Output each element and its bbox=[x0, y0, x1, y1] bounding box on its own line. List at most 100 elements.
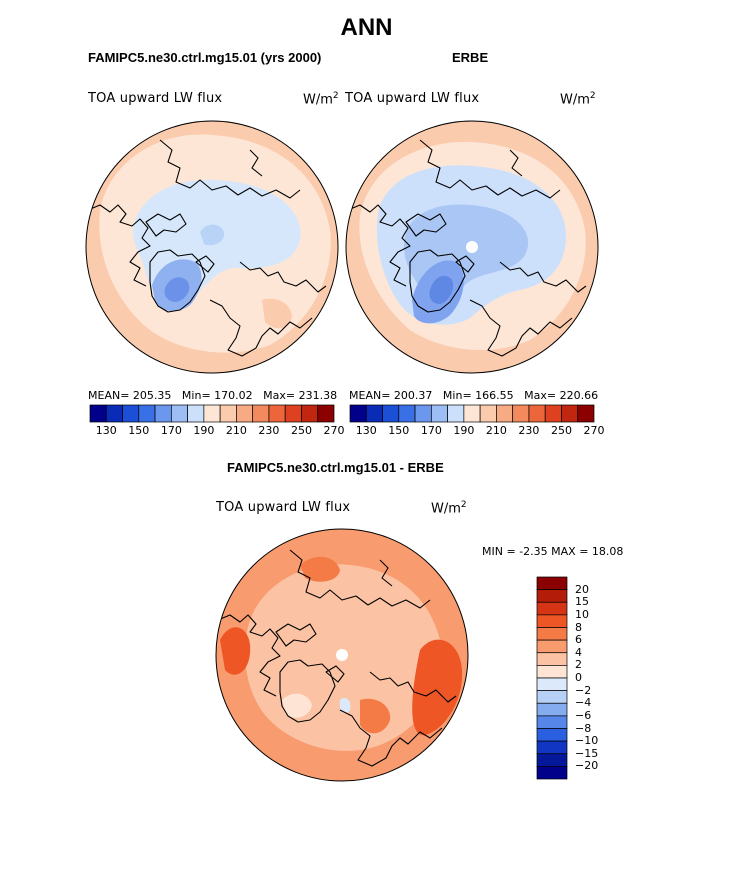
obs-colorbar-tick: 130 bbox=[355, 424, 377, 437]
obs-stats: MEAN= 200.37 Min= 166.55 Max= 220.66 bbox=[349, 389, 599, 402]
diff-colorbar-box bbox=[536, 639, 568, 654]
model-colorbar-box bbox=[187, 404, 205, 423]
diff-map bbox=[216, 529, 468, 781]
diff-region-warm-4 bbox=[360, 698, 391, 734]
diff-colorbar-box bbox=[536, 614, 568, 628]
diff-colorbar-tick: 15 bbox=[575, 595, 589, 609]
model-colorbar-box bbox=[170, 404, 188, 423]
diff-region-warm-2 bbox=[412, 639, 463, 736]
obs-colorbar-box bbox=[479, 404, 497, 423]
diff-colorbar-tick: −2 bbox=[575, 683, 592, 697]
model-colorbar-box bbox=[105, 404, 123, 423]
diff-colorbar-box bbox=[536, 766, 568, 780]
obs-colorbar-box bbox=[463, 404, 481, 423]
diff-units: W/m2 bbox=[431, 500, 467, 517]
diff-colorbar-box bbox=[536, 601, 568, 616]
obs-colorbar-tick: 250 bbox=[550, 424, 572, 437]
diff-region-warm-3 bbox=[300, 556, 340, 582]
model-colorbar-tick: 150 bbox=[128, 424, 150, 437]
obs-colorbar-tick: 150 bbox=[388, 424, 410, 437]
diff-colorbar-box bbox=[536, 690, 568, 704]
diff-colorbar-box bbox=[536, 665, 568, 679]
diff-colorbar-tick: 10 bbox=[575, 607, 589, 621]
model-colorbar-tick: 230 bbox=[258, 424, 280, 437]
model-colorbar-box bbox=[236, 404, 254, 423]
diff-colorbar-tick: −20 bbox=[575, 759, 599, 773]
obs-variable-label: TOA upward LW flux bbox=[345, 91, 480, 106]
obs-colorbar-box bbox=[447, 404, 465, 423]
model-map bbox=[86, 121, 338, 373]
diff-region-near-zero bbox=[282, 693, 312, 718]
diff-colorbar-tick: −15 bbox=[575, 746, 599, 760]
obs-case-title: ERBE bbox=[452, 50, 489, 65]
page-title: ANN bbox=[340, 14, 393, 41]
obs-colorbar-box bbox=[496, 404, 514, 423]
obs-colorbar-box bbox=[430, 404, 448, 423]
diff-colorbar-tick: 2 bbox=[575, 658, 582, 672]
diff-colorbar-tick: 4 bbox=[575, 645, 582, 659]
model-colorbar-tick: 210 bbox=[225, 424, 247, 437]
model-colorbar-box bbox=[154, 404, 172, 423]
obs-map bbox=[346, 121, 598, 373]
diff-colorbar-tick: −4 bbox=[575, 696, 592, 710]
model-variable-label: TOA upward LW flux bbox=[88, 91, 223, 106]
obs-colorbar-box bbox=[414, 404, 432, 423]
model-region-patch bbox=[200, 224, 225, 246]
model-colorbar-box bbox=[317, 404, 335, 423]
diff-variable-label: TOA upward LW flux bbox=[216, 500, 351, 515]
obs-colorbar-box bbox=[365, 404, 383, 423]
diff-colorbar-box bbox=[536, 677, 568, 691]
obs-colorbar-box bbox=[382, 404, 400, 423]
model-colorbar-tick: 170 bbox=[160, 424, 182, 437]
diff-region-warm-1 bbox=[220, 627, 251, 675]
obs-map-boundary bbox=[345, 120, 599, 374]
obs-colorbar-box bbox=[349, 404, 367, 423]
model-colorbar-tick: 270 bbox=[323, 424, 345, 437]
obs-colorbar-box bbox=[528, 404, 546, 423]
diff-colorbar-box bbox=[536, 715, 568, 729]
model-colorbar-box bbox=[268, 404, 286, 423]
diff-colorbar-box bbox=[536, 627, 568, 641]
diff-colorbar-box bbox=[536, 728, 568, 742]
model-stats: MEAN= 205.35 Min= 170.02 Max= 231.38 bbox=[88, 389, 338, 402]
diff-colorbar-box bbox=[536, 652, 568, 666]
diff-colorbar-tick: −8 bbox=[575, 721, 592, 735]
model-colorbar-tick: 190 bbox=[193, 424, 215, 437]
model-colorbar-box bbox=[122, 404, 140, 423]
obs-units: W/m2 bbox=[560, 91, 596, 108]
diff-region-negative bbox=[339, 698, 351, 714]
model-colorbar bbox=[89, 404, 335, 423]
obs-colorbar-box bbox=[544, 404, 562, 423]
diff-colorbar-box bbox=[536, 589, 568, 603]
diff-stats: MIN = -2.35 MAX = 18.08 bbox=[482, 545, 624, 558]
model-units: W/m2 bbox=[303, 91, 339, 108]
obs-region-greenland-core bbox=[429, 275, 454, 304]
model-colorbar-box bbox=[252, 404, 270, 423]
diff-colorbar-box bbox=[536, 702, 568, 717]
obs-colorbar-box bbox=[398, 404, 416, 423]
model-case-title: FAMIPC5.ne30.ctrl.mg15.01 (yrs 2000) bbox=[88, 50, 322, 65]
diff-colorbar-tick: −10 bbox=[575, 734, 599, 748]
obs-colorbar-box bbox=[561, 404, 579, 423]
diff-colorbar bbox=[536, 576, 568, 780]
obs-polar-hole bbox=[466, 241, 478, 253]
diff-colorbar-tick: 20 bbox=[575, 582, 589, 596]
diff-colorbar-tick: 8 bbox=[575, 620, 582, 634]
model-colorbar-box bbox=[219, 404, 237, 423]
diff-colorbar-box bbox=[536, 740, 568, 755]
model-colorbar-box bbox=[301, 404, 319, 423]
model-colorbar-tick: 250 bbox=[290, 424, 312, 437]
obs-colorbar-tick: 270 bbox=[583, 424, 605, 437]
diff-colorbar-tick: −6 bbox=[575, 708, 592, 722]
diff-colorbar-box bbox=[536, 753, 568, 767]
diff-colorbar-box bbox=[536, 576, 568, 590]
diff-map-boundary bbox=[215, 528, 469, 782]
model-region-patch-2 bbox=[262, 298, 292, 329]
model-coastlines bbox=[87, 139, 327, 357]
diff-colorbar-tick: 6 bbox=[575, 633, 582, 647]
obs-colorbar-box bbox=[512, 404, 530, 423]
model-colorbar-tick: 130 bbox=[95, 424, 117, 437]
diff-colorbar-tick: 0 bbox=[575, 671, 582, 684]
model-colorbar-box bbox=[203, 404, 221, 423]
